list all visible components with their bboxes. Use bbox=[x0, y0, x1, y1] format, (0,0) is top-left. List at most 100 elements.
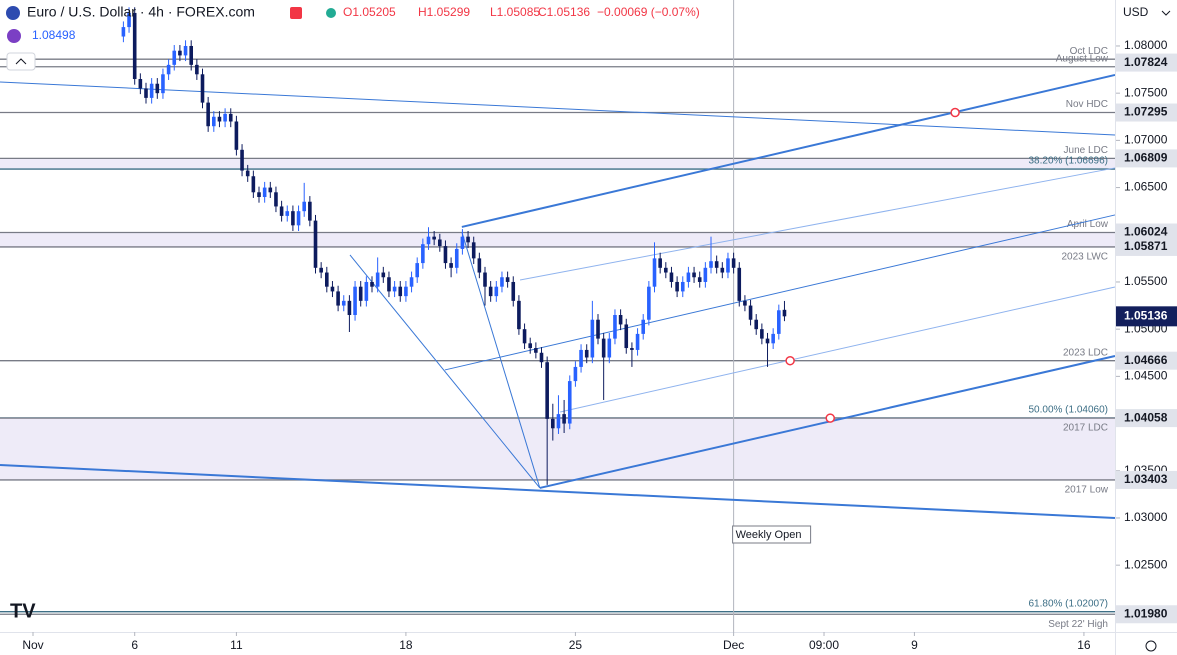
candle-body bbox=[421, 244, 425, 264]
trendline bbox=[444, 214, 1116, 371]
candle-body bbox=[697, 277, 702, 282]
candle-body bbox=[703, 267, 708, 282]
candle-body bbox=[279, 206, 284, 216]
currency-caret bbox=[1161, 10, 1171, 16]
settings-icon[interactable] bbox=[1145, 640, 1157, 652]
price-tag bbox=[1116, 409, 1177, 428]
market-status bbox=[326, 8, 336, 18]
y-tick-label: 1.07500 bbox=[1124, 85, 1168, 99]
currency-selector[interactable] bbox=[1116, 0, 1177, 26]
candle-body bbox=[330, 286, 335, 292]
y-tick-label: 1.02500 bbox=[1124, 557, 1168, 571]
candle-body bbox=[127, 12, 131, 28]
candle-body bbox=[251, 176, 256, 193]
collapse-button[interactable] bbox=[6, 52, 36, 71]
candle-body bbox=[624, 324, 629, 349]
candle-body bbox=[726, 258, 730, 273]
indicator-icon bbox=[7, 29, 21, 43]
ohlc-open: O1.05205 bbox=[343, 5, 396, 19]
candle-body bbox=[731, 258, 736, 268]
candle-body bbox=[534, 348, 538, 353]
trendline bbox=[349, 231, 541, 489]
candle-body bbox=[302, 201, 307, 212]
candle-body bbox=[596, 319, 600, 339]
trendline bbox=[0, 464, 1116, 519]
candle-body bbox=[341, 300, 346, 306]
candle-body bbox=[240, 149, 244, 171]
candle-body bbox=[692, 272, 696, 278]
candle-body bbox=[443, 246, 448, 264]
price-tag-label: 1.04058 bbox=[1124, 410, 1168, 424]
zone-band bbox=[0, 418, 1115, 480]
price-tag-label: 1.06809 bbox=[1124, 151, 1168, 165]
ohlc-low: L1.05085 bbox=[490, 5, 540, 19]
x-tick-label: 9 bbox=[911, 638, 918, 652]
candle-body bbox=[567, 381, 572, 424]
candle-body bbox=[234, 121, 239, 150]
trendline bbox=[519, 167, 1116, 281]
zone-band bbox=[0, 232, 1115, 247]
candle-body bbox=[347, 300, 352, 316]
candle-body bbox=[132, 12, 137, 80]
candle-body bbox=[149, 83, 154, 98]
x-tick-label: 18 bbox=[399, 638, 413, 652]
candle-body bbox=[551, 418, 555, 429]
candle-body bbox=[409, 277, 414, 287]
last-price-label: 1.05136 bbox=[1124, 309, 1168, 323]
price-tag bbox=[1116, 237, 1177, 256]
candle-body bbox=[144, 88, 148, 98]
y-tick-label: 1.06500 bbox=[1124, 180, 1168, 194]
ohlc-change: −0.00069 (−0.07%) bbox=[597, 5, 700, 19]
price-tag bbox=[1116, 223, 1177, 242]
candle-body bbox=[121, 27, 126, 37]
x-tick-label: Dec bbox=[723, 638, 744, 652]
level-label: 2023 LWC bbox=[1061, 252, 1108, 263]
price-tag-label: 1.07295 bbox=[1124, 105, 1168, 119]
candle-body bbox=[573, 366, 578, 382]
y-tick-label: 1.04500 bbox=[1124, 369, 1168, 383]
candle-body bbox=[737, 267, 742, 301]
ohlc-close: C1.05136 bbox=[538, 5, 590, 19]
candle-body bbox=[257, 192, 261, 198]
candle-body bbox=[466, 236, 470, 243]
flag-icon[interactable] bbox=[290, 7, 302, 19]
x-tick-label: 25 bbox=[569, 638, 583, 652]
level-label: 2017 LDC bbox=[1063, 423, 1108, 434]
candle-body bbox=[669, 272, 674, 282]
candle-body bbox=[782, 309, 787, 317]
candle-body bbox=[353, 286, 357, 316]
price-tag-label: 1.05871 bbox=[1124, 239, 1168, 253]
collapse-arrow bbox=[15, 58, 27, 65]
candle-body bbox=[652, 258, 657, 287]
level-label: Oct LDC bbox=[1070, 46, 1108, 57]
price-tag-label: 1.04666 bbox=[1124, 353, 1168, 367]
currency-label: USD bbox=[1123, 5, 1149, 19]
candle-body bbox=[155, 83, 160, 94]
last-price-tag bbox=[1116, 306, 1177, 327]
candle-body bbox=[545, 362, 549, 419]
x-tick-label: 09:00 bbox=[809, 638, 839, 652]
candle-body bbox=[449, 263, 453, 268]
candle-body bbox=[618, 315, 623, 325]
candle-body bbox=[325, 272, 329, 287]
level-label: 61.80% (1.02007) bbox=[1028, 598, 1108, 609]
candle-body bbox=[539, 352, 544, 363]
candle-body bbox=[748, 305, 753, 320]
candle-body bbox=[217, 116, 222, 122]
candle-body bbox=[556, 414, 561, 429]
candle-body bbox=[438, 239, 442, 247]
x-tick-label: 11 bbox=[230, 638, 243, 652]
candle-body bbox=[760, 329, 764, 339]
candle-body bbox=[714, 261, 719, 268]
candle-body bbox=[686, 272, 691, 282]
price-tag-label: 1.07824 bbox=[1124, 55, 1168, 69]
candle-body bbox=[641, 319, 646, 334]
candle-body bbox=[754, 319, 759, 330]
level-label: 50.00% (1.04060) bbox=[1028, 405, 1108, 416]
price-tag bbox=[1116, 470, 1177, 489]
candle-body bbox=[138, 79, 143, 89]
candle-body bbox=[590, 319, 595, 358]
candle-body bbox=[517, 300, 521, 330]
